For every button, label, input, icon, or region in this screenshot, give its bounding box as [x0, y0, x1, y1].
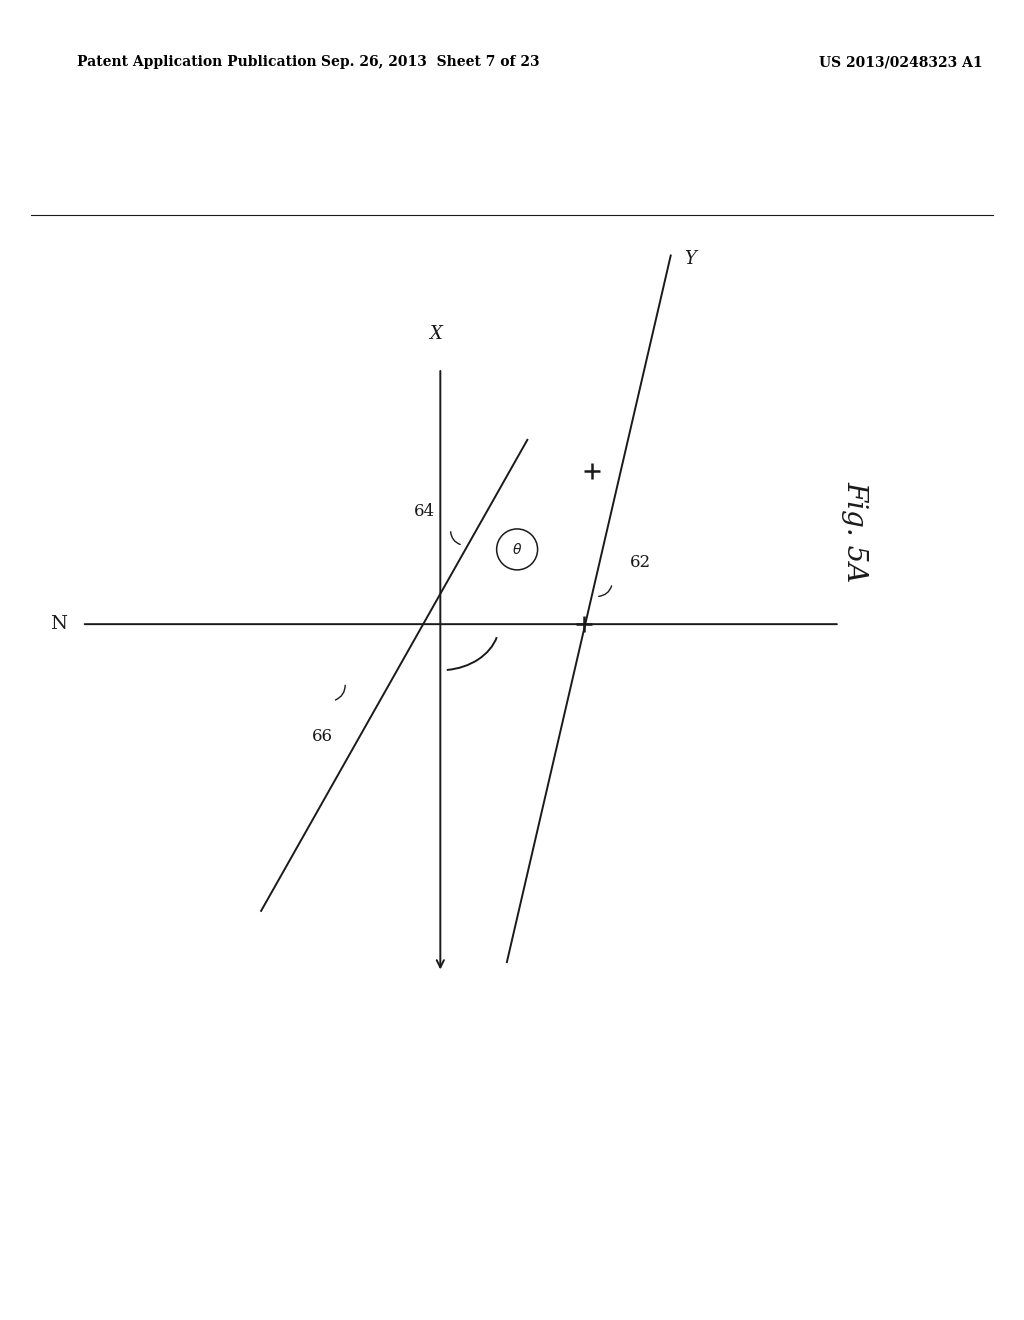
- Text: 64: 64: [414, 503, 435, 520]
- Text: 62: 62: [630, 554, 651, 572]
- Text: Sep. 26, 2013  Sheet 7 of 23: Sep. 26, 2013 Sheet 7 of 23: [321, 55, 540, 70]
- Text: N: N: [49, 615, 67, 634]
- Text: US 2013/0248323 A1: US 2013/0248323 A1: [819, 55, 983, 70]
- Text: 66: 66: [312, 729, 334, 746]
- Text: Y: Y: [684, 251, 696, 268]
- Text: Fig. 5A: Fig. 5A: [842, 482, 868, 582]
- Text: Patent Application Publication: Patent Application Publication: [77, 55, 316, 70]
- Text: $\theta$: $\theta$: [512, 543, 522, 557]
- Text: X: X: [429, 325, 441, 343]
